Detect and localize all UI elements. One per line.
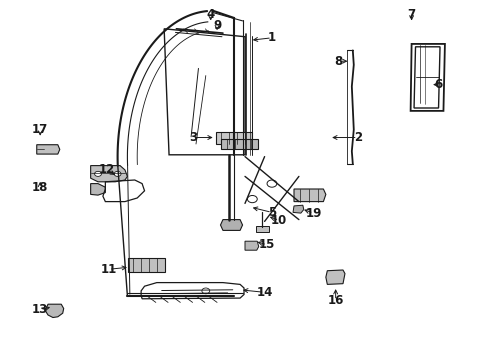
Polygon shape — [91, 166, 127, 182]
Polygon shape — [294, 189, 326, 202]
Text: 5: 5 — [268, 206, 276, 219]
Text: 6: 6 — [435, 78, 442, 91]
Text: 1: 1 — [268, 31, 276, 44]
Circle shape — [95, 171, 101, 176]
Text: 4: 4 — [207, 8, 215, 21]
Text: 11: 11 — [100, 263, 117, 276]
Text: 12: 12 — [98, 163, 115, 176]
Text: 9: 9 — [213, 19, 221, 32]
FancyBboxPatch shape — [216, 132, 252, 144]
Circle shape — [267, 180, 277, 187]
Polygon shape — [245, 241, 259, 250]
FancyBboxPatch shape — [221, 139, 258, 149]
Polygon shape — [220, 220, 243, 230]
Polygon shape — [91, 184, 105, 195]
Text: 13: 13 — [32, 303, 49, 316]
FancyBboxPatch shape — [256, 226, 269, 232]
FancyBboxPatch shape — [128, 258, 165, 272]
Polygon shape — [293, 205, 304, 213]
Text: 16: 16 — [327, 294, 344, 307]
Text: 19: 19 — [305, 207, 322, 220]
Text: 10: 10 — [271, 214, 288, 227]
Text: 2: 2 — [354, 131, 362, 144]
Circle shape — [247, 195, 257, 203]
Circle shape — [114, 171, 121, 176]
Polygon shape — [37, 145, 60, 154]
Text: 3: 3 — [190, 131, 197, 144]
Text: 8: 8 — [334, 55, 342, 68]
Text: 18: 18 — [32, 181, 49, 194]
Polygon shape — [45, 304, 64, 318]
Text: 15: 15 — [259, 238, 275, 251]
Polygon shape — [326, 270, 345, 284]
Text: 7: 7 — [408, 8, 416, 21]
Text: 14: 14 — [256, 286, 273, 299]
Text: 17: 17 — [32, 123, 49, 136]
